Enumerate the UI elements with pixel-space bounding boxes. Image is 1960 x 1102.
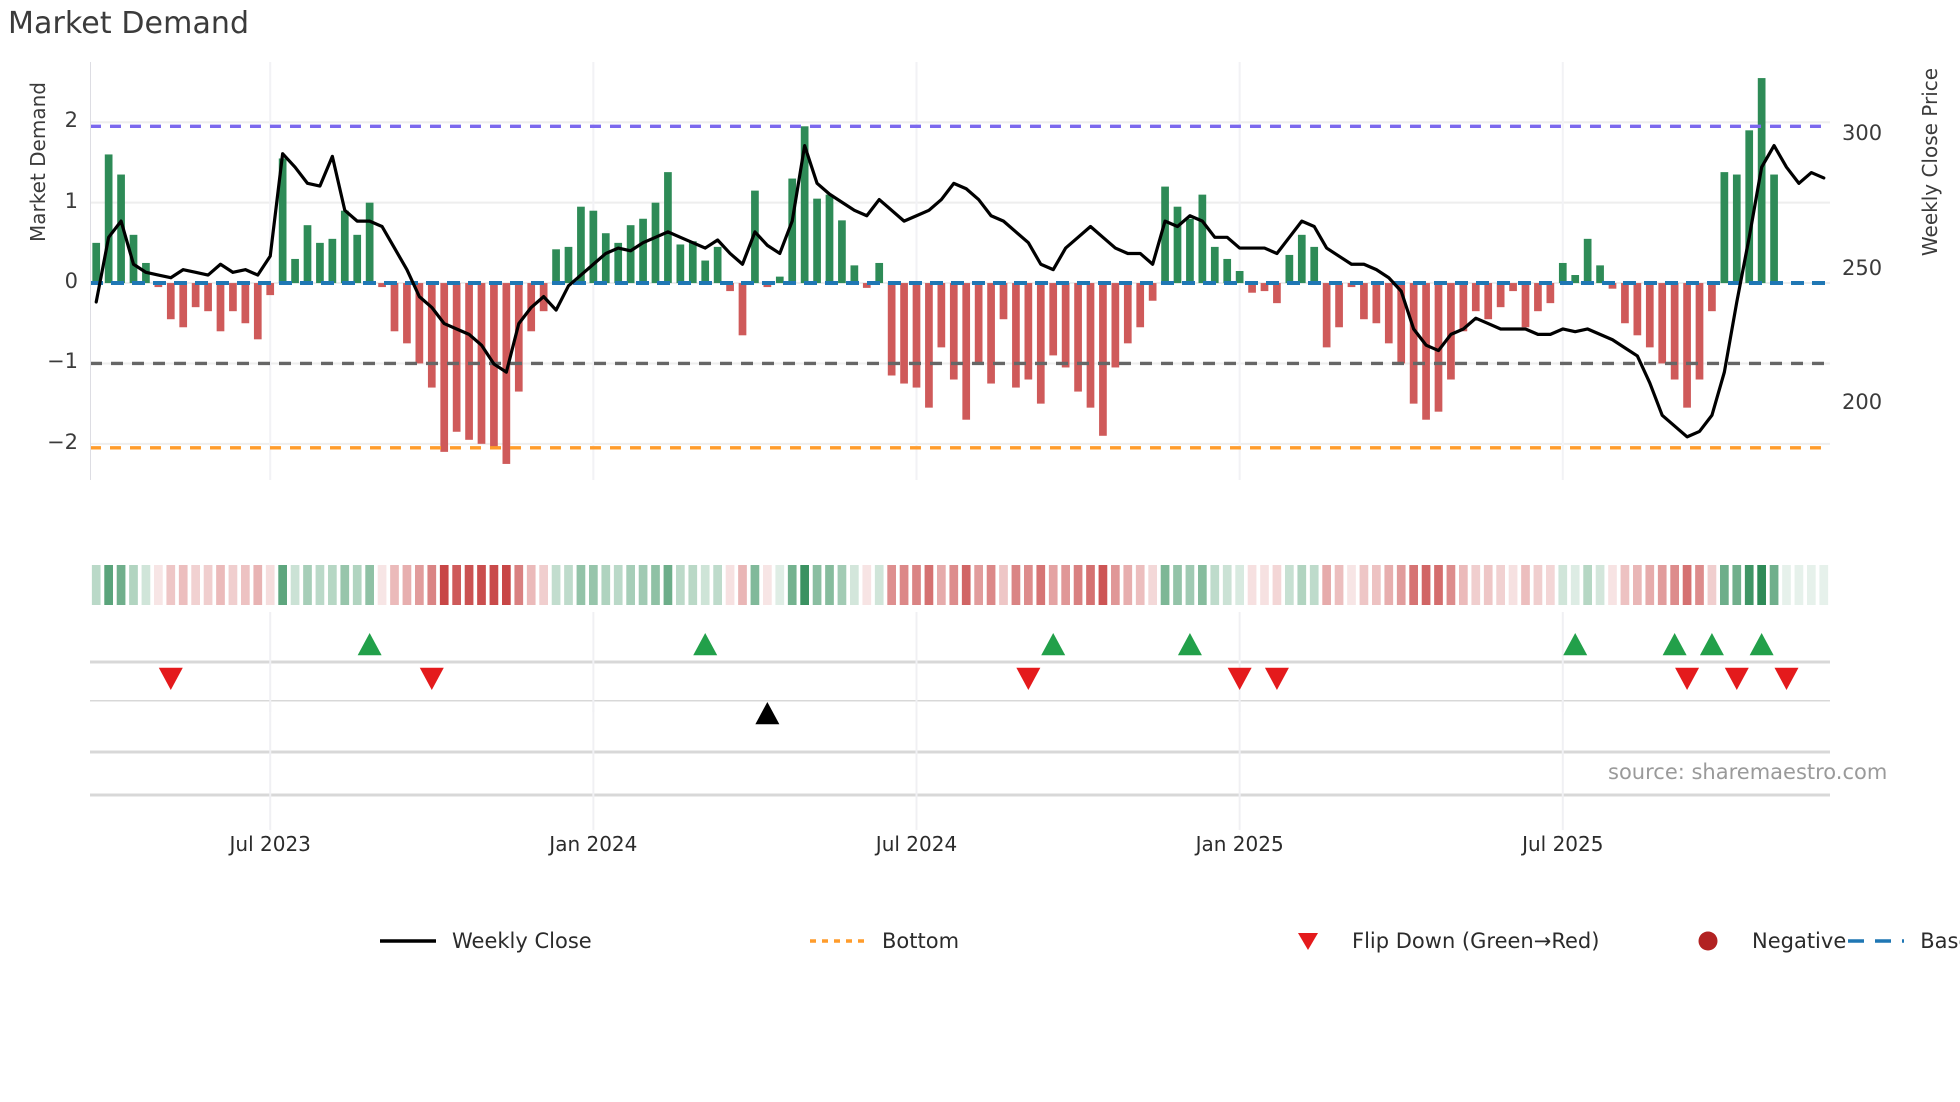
dotted-line-icon xyxy=(808,930,868,952)
y-tick-right: 300 xyxy=(1842,120,1883,145)
legend-item[interactable]: Bottom xyxy=(808,922,1278,960)
legend-item[interactable]: Baseline (0) xyxy=(1846,922,1960,960)
y-tick-right: 200 xyxy=(1842,390,1883,415)
legend-label: Bottom xyxy=(882,929,960,953)
triangle-down-icon xyxy=(1278,930,1338,952)
x-tick-label: Jan 2024 xyxy=(549,832,638,856)
x-tick-label: Jan 2025 xyxy=(1195,832,1284,856)
legend-item[interactable]: Weekly Close xyxy=(378,922,808,960)
y-tick-left: 1 xyxy=(64,188,78,213)
legend-label: Baseline (0) xyxy=(1920,929,1960,953)
dashed-line-icon xyxy=(1846,930,1906,952)
legend-label: Weekly Close xyxy=(452,929,592,953)
y-tick-left: −1 xyxy=(47,349,78,374)
solid-line-icon xyxy=(378,930,438,952)
legend-item[interactable]: Flip Down (Green→Red) xyxy=(1278,922,1678,960)
chart-title: Market Demand xyxy=(8,6,250,41)
legend-label: Flip Down (Green→Red) xyxy=(1352,929,1600,953)
y-axis-left-title: Market Demand xyxy=(26,82,50,242)
chart-legend: Weekly Close Bottom Flip Down (Green→Red) N… xyxy=(378,922,1960,960)
flip-markers-row xyxy=(90,612,1830,712)
demand-heatmap-strip xyxy=(90,560,1830,612)
y-tick-left: 2 xyxy=(64,108,78,133)
legend-item[interactable]: Negative xyxy=(1678,922,1846,960)
circle-icon xyxy=(1678,930,1738,952)
y-tick-left: 0 xyxy=(64,269,78,294)
legend-label: Negative xyxy=(1752,929,1847,953)
x-tick-label: Jul 2024 xyxy=(875,832,958,856)
y-tick-left: −2 xyxy=(47,429,78,454)
x-tick-label: Jul 2023 xyxy=(229,832,311,856)
demand-price-plot xyxy=(90,62,1830,480)
price-cross-markers-row xyxy=(90,700,1830,830)
y-axis-right-title: Weekly Close Price xyxy=(1918,67,1942,257)
y-tick-right: 250 xyxy=(1842,255,1883,280)
source-note: source: sharemaestro.com xyxy=(1608,760,1888,784)
x-tick-label: Jul 2025 xyxy=(1522,832,1604,856)
